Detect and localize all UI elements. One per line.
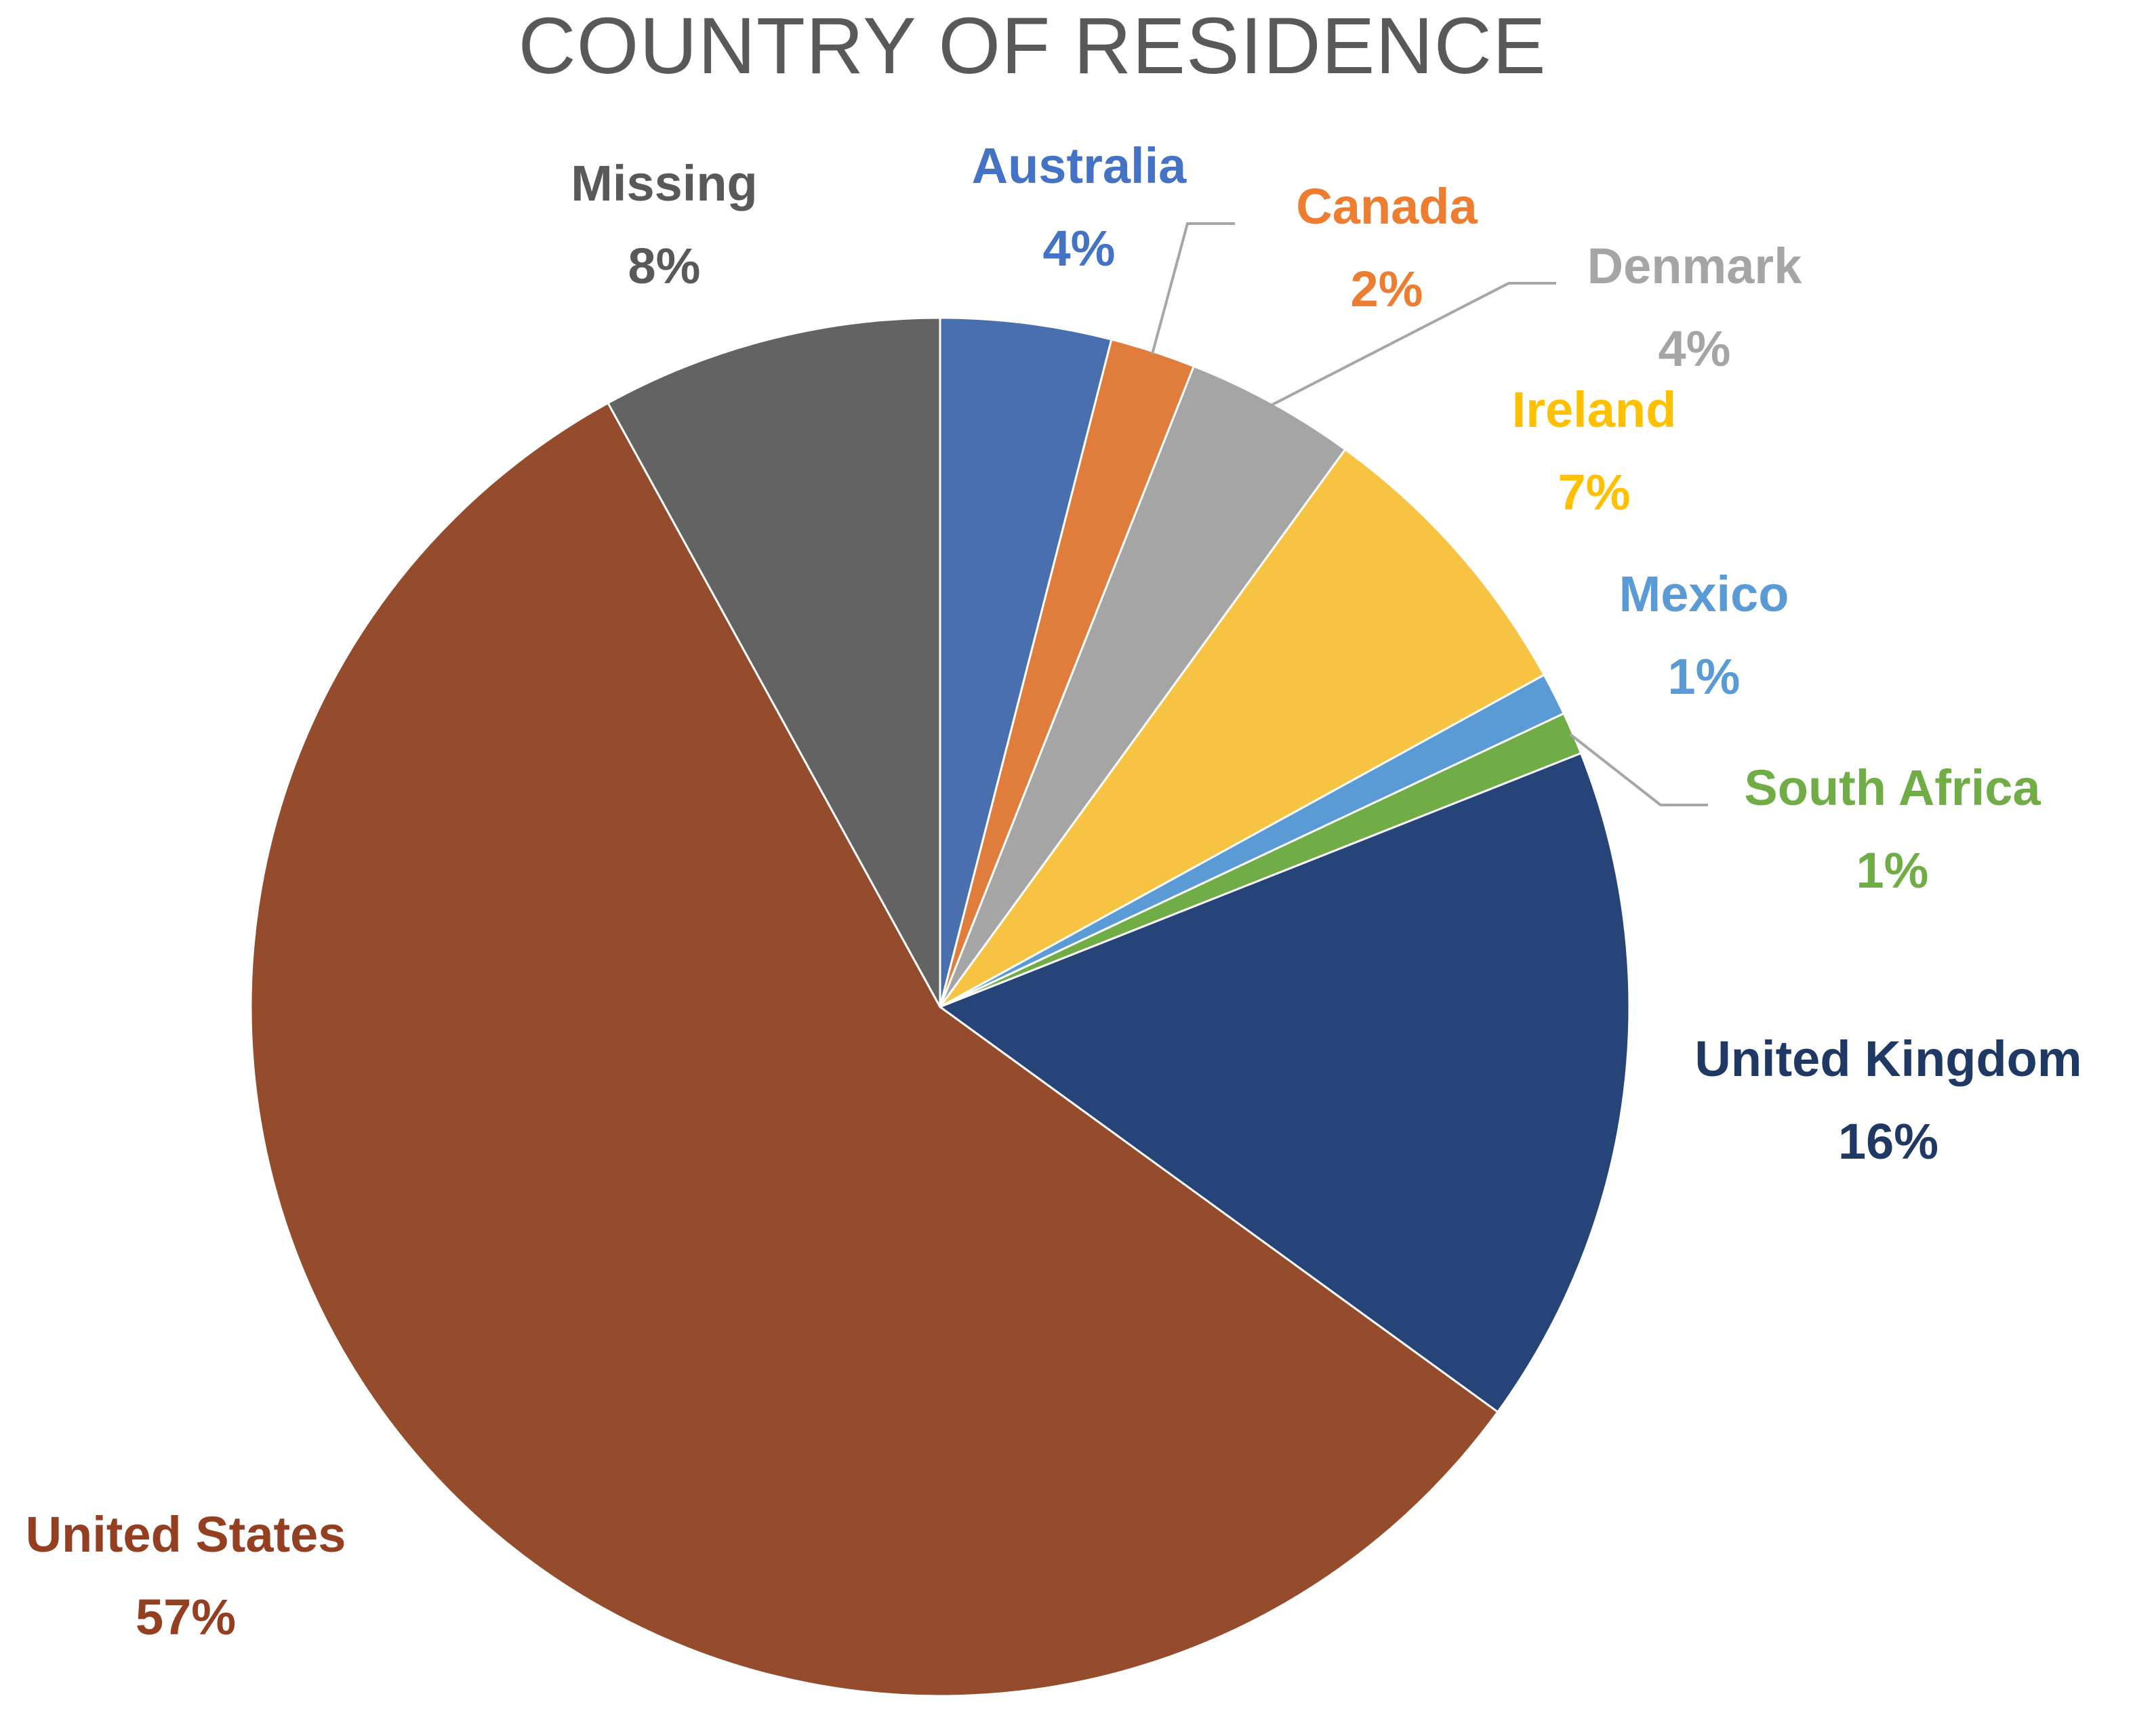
leader-line-south-africa <box>1569 733 1708 806</box>
slice-label-name: Australia <box>972 138 1187 194</box>
slice-label-percent: 7% <box>1558 464 1631 520</box>
slice-label-name: South Africa <box>1744 760 2041 816</box>
leader-line-canada <box>1151 222 1235 355</box>
slice-label-percent: 2% <box>1351 261 1423 317</box>
pie-slice-united-kingdom <box>937 751 1631 1413</box>
slice-label-mexico: Mexico 1% <box>1619 566 1789 705</box>
leader-lines-layer <box>1151 222 1708 806</box>
slice-label-percent: 4% <box>1043 220 1116 276</box>
pie-slice-missing <box>607 316 941 1008</box>
pie-slice-denmark <box>939 365 1347 1008</box>
pie-slice-australia <box>939 316 1113 1008</box>
slice-label-percent: 57% <box>136 1589 236 1645</box>
slices-layer <box>249 316 1631 1697</box>
leader-line-denmark <box>1270 282 1556 407</box>
slice-label-name: Denmark <box>1587 238 1803 294</box>
slice-label-percent: 1% <box>1856 842 1929 898</box>
slice-label-name: Mexico <box>1619 566 1789 622</box>
slice-label-percent: 8% <box>628 238 701 294</box>
slice-label-name: United States <box>26 1506 346 1563</box>
slice-label-percent: 16% <box>1838 1113 1938 1170</box>
slice-label-united-states: United States 57% <box>26 1506 346 1645</box>
chart-title: COUNTRY OF RESIDENCE <box>518 1 1546 91</box>
slice-label-name: Missing <box>571 155 757 211</box>
slice-label-south-africa: South Africa 1% <box>1744 760 2041 898</box>
slice-label-missing: Missing 8% <box>571 155 757 294</box>
slice-label-name: United Kingdom <box>1694 1031 2081 1087</box>
slice-label-denmark: Denmark 4% <box>1587 238 1803 377</box>
slice-label-percent: 1% <box>1668 648 1741 705</box>
pie-slice-ireland <box>939 448 1546 1008</box>
slice-label-united-kingdom: United Kingdom 16% <box>1694 1031 2081 1170</box>
slice-label-name: Ireland <box>1512 381 1677 438</box>
slice-label-australia: Australia 4% <box>972 138 1187 276</box>
pie-slice-united-states <box>249 401 1499 1697</box>
slice-label-name: Canada <box>1296 178 1478 234</box>
slice-label-canada: Canada 2% <box>1296 178 1478 317</box>
slice-label-percent: 4% <box>1659 321 1731 377</box>
slice-label-ireland: Ireland 7% <box>1512 381 1677 520</box>
